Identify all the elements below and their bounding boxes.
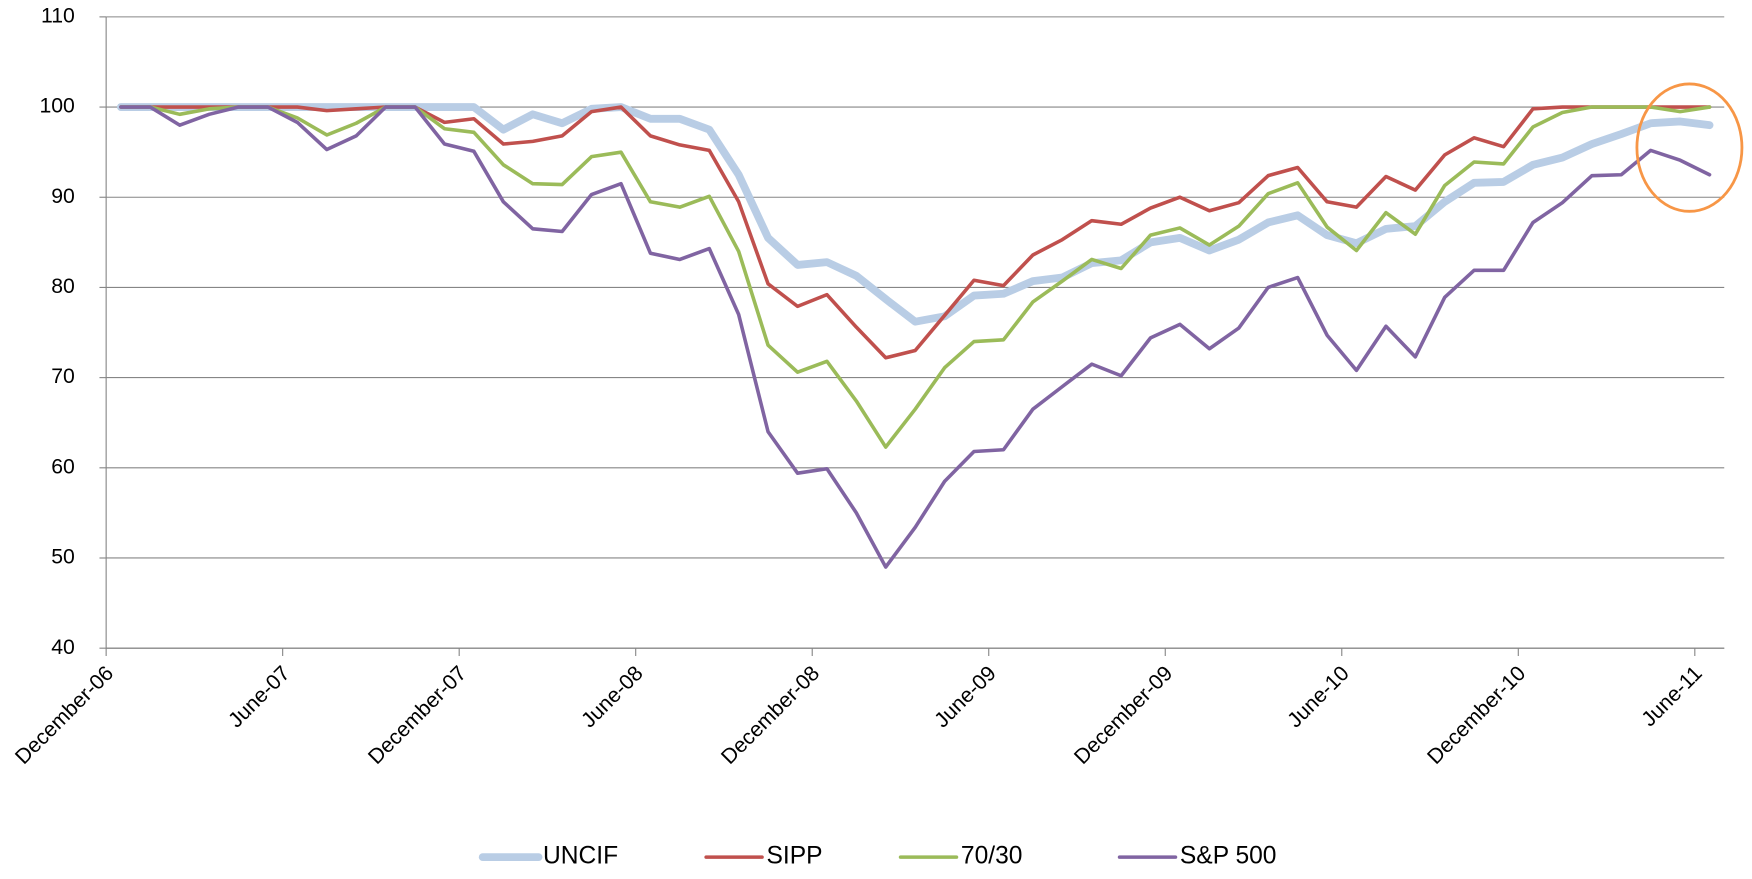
x-tick-label: June-11	[1637, 662, 1706, 731]
y-tick-label: 70	[51, 365, 75, 388]
legend-label: UNCIF	[543, 843, 618, 870]
y-tick-label: 80	[51, 275, 75, 298]
x-tick-label: June-07	[224, 662, 294, 732]
y-tick-label: 90	[51, 185, 75, 208]
x-tick-label: December-09	[1070, 662, 1177, 769]
y-tick-label: 60	[51, 455, 75, 478]
x-tick-label: December-07	[364, 662, 471, 769]
series-line	[119, 105, 1712, 569]
legend-label: SIPP	[767, 843, 823, 870]
x-tick-label: December-06	[11, 662, 118, 769]
highlight-circle	[1635, 82, 1744, 213]
y-tick-label: 40	[51, 636, 75, 659]
legend-label: S&P 500	[1180, 843, 1277, 870]
lines	[116, 103, 1714, 569]
x-tick-label: June-08	[577, 662, 647, 732]
x-tick-label: June-10	[1283, 662, 1353, 732]
legend-label: 70/30	[961, 843, 1023, 870]
y-tick-label: 110	[41, 4, 75, 27]
series-line	[119, 105, 1712, 449]
x-tick-label: June-09	[930, 662, 1000, 732]
labels: 40 50 60 70 80 90 100 110 December-06 June-07 Dece…	[11, 4, 1707, 869]
y-tick-label: 100	[39, 95, 74, 118]
x-tick-label: December-10	[1423, 662, 1530, 769]
x-tick-label: December-08	[717, 662, 824, 769]
y-tick-label: 50	[51, 546, 75, 569]
grid	[99, 16, 1725, 656]
